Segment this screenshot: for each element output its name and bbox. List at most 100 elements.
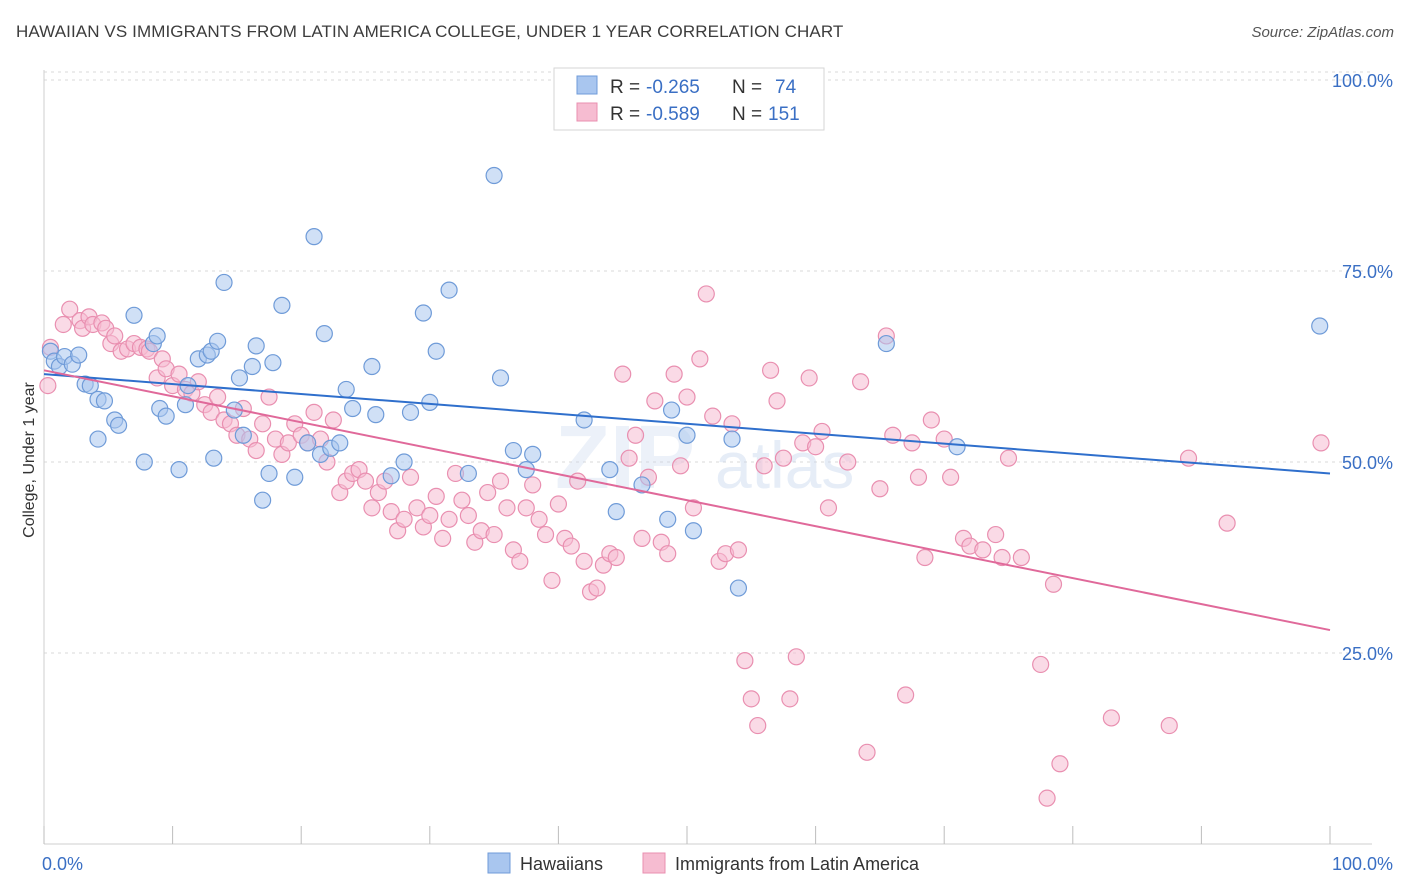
latin-america-point-124 <box>839 453 857 471</box>
latin-america-point-105 <box>704 407 722 425</box>
latin-america-point-62 <box>427 487 445 505</box>
latin-america-point-116 <box>774 449 793 467</box>
hawaiians-point-17 <box>157 407 175 425</box>
latin-america-point-11 <box>106 327 124 345</box>
hawaiians-point-58 <box>504 441 522 460</box>
hawaiians-point-54 <box>440 281 458 299</box>
hawaiians-point-70 <box>729 579 748 597</box>
legend-n-value-latin-america: 151 <box>768 104 800 125</box>
latin-america-point-146 <box>1044 575 1063 593</box>
series-latin-america-points <box>39 285 1330 807</box>
legend-r-label-hawaiians: R = <box>610 77 640 98</box>
chart-title: HAWAIIAN VS IMMIGRANTS FROM LATIN AMERIC… <box>16 22 844 41</box>
latin-america-point-71 <box>485 525 503 544</box>
hawaiians-point-27 <box>215 273 233 292</box>
hawaiians-point-73 <box>1311 317 1329 335</box>
y-tick-label-25: 25.0% <box>1342 644 1393 664</box>
latin-america-point-79 <box>536 525 555 544</box>
latin-america-point-113 <box>755 457 773 475</box>
hawaiians-point-52 <box>421 393 439 412</box>
legend-n-label-latin-america: N = <box>732 104 762 125</box>
latin-america-point-81 <box>549 495 568 513</box>
bottom-legend-swatch-latin-america[interactable] <box>642 852 666 874</box>
latin-america-point-84 <box>569 472 587 490</box>
hawaiians-point-35 <box>264 354 282 372</box>
trend-line-hawaiians <box>43 373 1331 475</box>
latin-america-point-91 <box>614 365 632 383</box>
latin-america-point-77 <box>524 476 542 494</box>
hawaiians-point-63 <box>607 503 625 521</box>
latin-america-point-83 <box>562 537 580 555</box>
hawaiians-point-45 <box>344 399 362 418</box>
latin-america-point-55 <box>382 503 400 521</box>
hawaiians-point-69 <box>723 430 741 448</box>
hawaiians-point-15 <box>148 327 166 345</box>
latin-america-point-35 <box>254 415 272 433</box>
hawaiians-point-41 <box>315 325 333 343</box>
legend-swatch-latin-america <box>576 102 598 122</box>
latin-america-point-122 <box>813 422 831 441</box>
latin-america-point-0 <box>39 377 57 395</box>
legend-r-value-latin-america: -0.589 <box>646 104 700 125</box>
hawaiians-point-62 <box>601 461 619 479</box>
hawaiians-point-55 <box>459 464 477 483</box>
hawaiians-point-53 <box>427 342 445 360</box>
latin-america-point-52 <box>363 499 381 517</box>
latin-america-point-147 <box>1051 755 1069 773</box>
latin-america-point-108 <box>723 415 741 433</box>
hawaiians-point-30 <box>234 426 252 444</box>
latin-america-point-73 <box>498 499 516 517</box>
hawaiians-point-32 <box>247 337 265 355</box>
x-tick-marks <box>43 826 1331 844</box>
source-label: Source: ZipAtlas.com <box>1251 24 1394 41</box>
latin-america-point-36 <box>260 388 278 406</box>
latin-america-point-118 <box>787 648 805 666</box>
latin-america-point-143 <box>1012 548 1030 567</box>
hawaiians-point-9 <box>95 392 114 410</box>
hawaiians-point-51 <box>414 304 432 322</box>
hawaiians-point-12 <box>89 430 107 448</box>
latin-america-point-67 <box>459 506 477 525</box>
hawaiians-point-46 <box>363 357 381 376</box>
hawaiians-point-25 <box>205 449 223 467</box>
latin-america-point-75 <box>511 552 529 570</box>
hawaiians-point-5 <box>70 346 88 364</box>
bottom-legend-label-hawaiians[interactable]: Hawaiians <box>520 854 603 874</box>
latin-america-point-3 <box>61 300 79 318</box>
latin-america-point-78 <box>530 510 548 528</box>
hawaiians-point-37 <box>286 468 304 486</box>
latin-america-point-112 <box>749 716 767 735</box>
latin-america-point-104 <box>697 285 715 303</box>
latin-america-point-46 <box>324 411 342 429</box>
latin-america-point-43 <box>305 403 323 421</box>
latin-america-point-133 <box>916 548 934 567</box>
trend-line-latin-america <box>43 369 1331 632</box>
hawaiians-point-50 <box>401 403 420 421</box>
latin-america-point-34 <box>247 441 265 460</box>
latin-america-point-149 <box>1160 716 1178 735</box>
hawaiians-point-72 <box>948 438 966 456</box>
hawaiians-point-65 <box>659 510 677 528</box>
latin-america-point-110 <box>736 652 754 670</box>
latin-america-point-87 <box>588 579 606 597</box>
bottom-legend[interactable]: Hawaiians Immigrants from Latin America <box>487 852 920 874</box>
y-tick-label-75: 75.0% <box>1342 262 1393 282</box>
latin-america-point-130 <box>897 686 915 704</box>
legend-r-label-latin-america: R = <box>610 104 640 125</box>
hawaiians-point-68 <box>684 522 703 540</box>
hawaiians-point-49 <box>395 453 413 471</box>
x-tick-label-max: 100.0% <box>1332 854 1393 874</box>
legend-box: R = -0.265 N = 74 R = -0.589 N = 151 <box>553 67 825 131</box>
x-tick-label-min: 0.0% <box>42 854 83 874</box>
latin-america-point-22 <box>170 365 188 383</box>
latin-america-point-141 <box>993 548 1011 567</box>
hawaiians-point-60 <box>524 445 542 463</box>
latin-america-point-98 <box>659 545 677 563</box>
latin-america-point-70 <box>479 483 497 502</box>
latin-america-point-76 <box>517 499 535 517</box>
bottom-legend-label-latin-america[interactable]: Immigrants from Latin America <box>675 854 920 874</box>
bottom-legend-swatch-hawaiians[interactable] <box>487 852 511 874</box>
hawaiians-point-56 <box>485 166 503 185</box>
latin-america-point-126 <box>858 743 876 761</box>
latin-america-point-94 <box>633 529 651 548</box>
